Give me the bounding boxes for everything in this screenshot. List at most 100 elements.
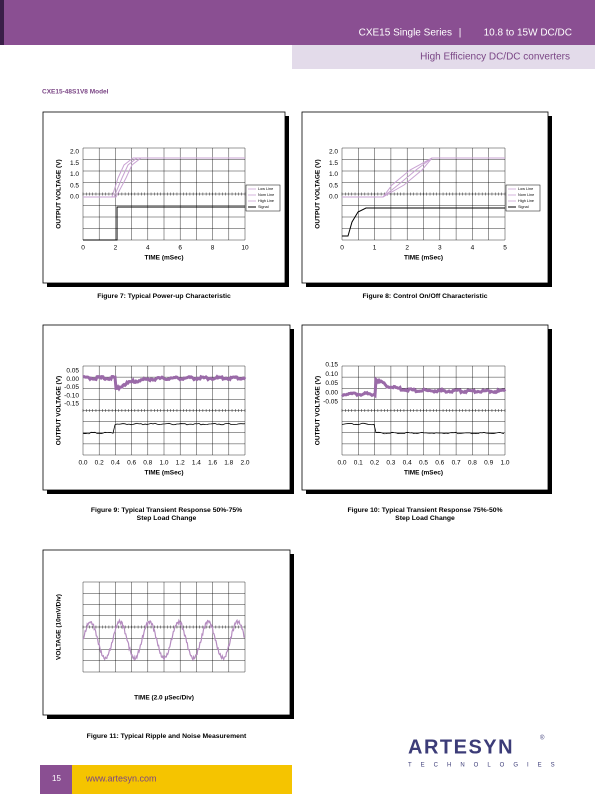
figure-caption: Step Load Change	[137, 515, 197, 522]
y-tick-label: 1.5	[329, 160, 338, 167]
curve	[82, 618, 245, 662]
x-axis-label: TIME (mSec)	[404, 255, 443, 262]
y-tick-label: 0.05	[325, 380, 338, 387]
legend-label: High Line	[258, 199, 274, 203]
y-tick-label: 0.00	[66, 376, 79, 383]
y-tick-label: 0.5	[70, 182, 79, 189]
y-axis-label: OUTPUT VOLTAGE (V)	[315, 159, 322, 228]
x-tick-label: 0.0	[78, 460, 87, 467]
y-tick-label: 2.0	[329, 149, 338, 156]
header-edge	[0, 0, 4, 45]
curve	[83, 157, 245, 198]
legend-label: High Line	[518, 199, 534, 203]
x-tick-label: 0	[340, 245, 344, 252]
x-tick-label: 0.4	[111, 460, 120, 467]
x-tick-label: 1.6	[208, 460, 217, 467]
y-tick-label: 0.5	[329, 182, 338, 189]
header-separator: |	[459, 28, 462, 39]
y-tick-label: 1.0	[329, 171, 338, 178]
x-tick-label: 0.3	[386, 460, 395, 467]
figure-box	[42, 324, 291, 491]
x-tick-label: 1.8	[224, 460, 233, 467]
model-label: CXE15-48S1V8 Model	[42, 89, 109, 96]
y-tick-label: 0.10	[325, 371, 338, 378]
figure-caption: Step Load Change	[395, 515, 455, 522]
x-tick-label: 1.2	[176, 460, 185, 467]
figure-caption: Figure 10: Typical Transient Response 75…	[347, 507, 502, 514]
header-subtitle: High Efficiency DC/DC converters	[420, 52, 570, 63]
logo-mark: ®	[540, 735, 545, 742]
y-tick-label: 0.05	[66, 368, 79, 375]
y-tick-label: -0.05	[64, 384, 79, 391]
legend-label: Signal	[258, 205, 269, 209]
x-tick-label: 0.2	[95, 460, 104, 467]
curve	[82, 422, 246, 435]
figure-box	[301, 324, 549, 491]
x-axis-label: TIME (2.0 µSec/Div)	[134, 695, 194, 702]
x-tick-label: 0.1	[354, 460, 363, 467]
x-tick-label: 0.6	[435, 460, 444, 467]
x-tick-label: 10	[241, 245, 249, 252]
legend-label: Signal	[518, 205, 529, 209]
header-series: CXE15 Single Series	[359, 28, 452, 39]
legend-label: Nom Line	[258, 193, 274, 197]
x-tick-label: 0.2	[370, 460, 379, 467]
x-tick-label: 0.8	[468, 460, 477, 467]
x-tick-label: 0	[81, 245, 85, 252]
figure-caption: Figure 7: Typical Power-up Characteristi…	[97, 293, 231, 300]
footer-url: www.artesyn.com	[85, 773, 157, 783]
y-tick-label: 0.0	[329, 194, 338, 201]
figure-caption: Figure 9: Typical Transient Response 50%…	[91, 507, 242, 514]
x-tick-label: 0.6	[127, 460, 136, 467]
x-tick-label: 0.8	[143, 460, 152, 467]
curve	[82, 374, 247, 392]
y-tick-label: -0.15	[64, 401, 79, 408]
figure-caption: Figure 11: Typical Ripple and Noise Meas…	[87, 733, 247, 740]
y-axis-label: OUTPUT VOLTAGE (V)	[56, 159, 63, 228]
x-tick-label: 1	[373, 245, 377, 252]
x-tick-label: 4	[146, 245, 150, 252]
x-tick-label: 8	[211, 245, 215, 252]
header-band	[0, 0, 595, 45]
x-axis-label: TIME (mSec)	[144, 255, 183, 262]
x-tick-label: 2.0	[240, 460, 249, 467]
x-tick-label: 0.4	[403, 460, 412, 467]
y-tick-label: 1.0	[70, 171, 79, 178]
page-box	[40, 765, 72, 794]
curve	[341, 422, 505, 435]
x-tick-label: 6	[178, 245, 182, 252]
logo-tagline: TECHNOLOGIES	[408, 763, 564, 769]
legend-label: Low Line	[518, 187, 533, 191]
y-axis-label: OUTPUT VOLTAGE (V)	[56, 376, 63, 445]
y-tick-label: 1.5	[70, 160, 79, 167]
x-tick-label: 2	[114, 245, 118, 252]
x-axis-label: TIME (mSec)	[404, 470, 443, 477]
x-tick-label: 4	[471, 245, 475, 252]
y-tick-label: -0.05	[323, 399, 338, 406]
x-axis-label: TIME (mSec)	[144, 470, 183, 477]
figure-caption: Figure 8: Control On/Off Characteristic	[362, 293, 487, 300]
legend-label: Nom Line	[518, 193, 534, 197]
curve	[341, 376, 507, 399]
y-tick-label: -0.10	[64, 392, 79, 399]
y-axis-label: VOLTAGE (10mV/Div)	[56, 594, 63, 660]
x-tick-label: 0.9	[484, 460, 493, 467]
x-tick-label: 2	[405, 245, 409, 252]
x-tick-label: 0.0	[337, 460, 346, 467]
x-tick-label: 1.0	[500, 460, 509, 467]
curve	[83, 206, 245, 241]
x-tick-label: 1.4	[192, 460, 201, 467]
x-tick-label: 0.5	[419, 460, 428, 467]
y-tick-label: 0.0	[70, 194, 79, 201]
x-tick-label: 5	[503, 245, 507, 252]
curve	[342, 157, 505, 198]
x-tick-label: 0.7	[452, 460, 461, 467]
y-tick-label: 0.15	[325, 362, 338, 369]
url-band	[72, 765, 292, 794]
figure-box	[42, 549, 291, 716]
header-range: 10.8 to 15W DC/DC	[484, 28, 572, 39]
logo: ARTESYN	[408, 736, 514, 758]
y-tick-label: 0.00	[325, 389, 338, 396]
